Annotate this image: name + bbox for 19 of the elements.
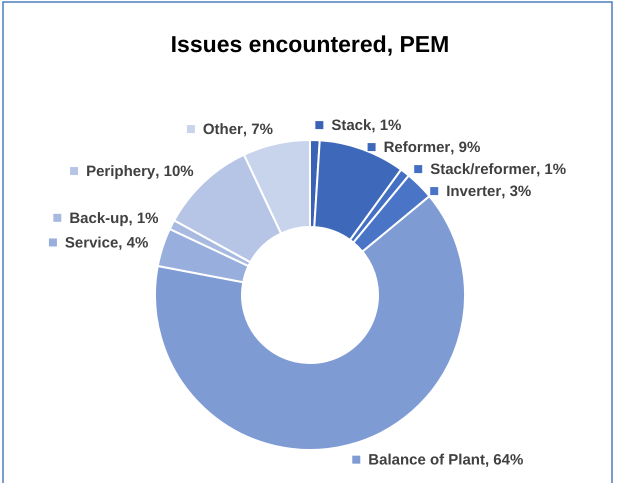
legend-label: Service	[64, 234, 118, 252]
legend-label: Reformer	[384, 139, 450, 156]
data-label: , 1%	[128, 210, 159, 227]
data-label: , 1%	[371, 117, 402, 134]
data-label: , 7%	[242, 121, 273, 138]
chart-title: Issues encountered, PEM	[170, 31, 450, 57]
data-label: , 10%	[155, 163, 194, 180]
data-label: , 9%	[450, 139, 480, 156]
data-label: , 4%	[118, 234, 148, 252]
legend-label: Back-up	[69, 210, 129, 227]
legend-label: Stack	[331, 117, 372, 134]
data-label: , 1%	[536, 161, 566, 178]
data-label: , 3%	[501, 183, 532, 200]
legend-label: Other	[202, 121, 244, 138]
legend-label: Inverter	[446, 183, 502, 200]
legend-label: Balance of Plant	[368, 452, 485, 469]
data-label: , 64%	[484, 452, 524, 469]
legend-label: Periphery	[86, 163, 156, 180]
legend-label: Stack/reformer	[430, 161, 536, 178]
